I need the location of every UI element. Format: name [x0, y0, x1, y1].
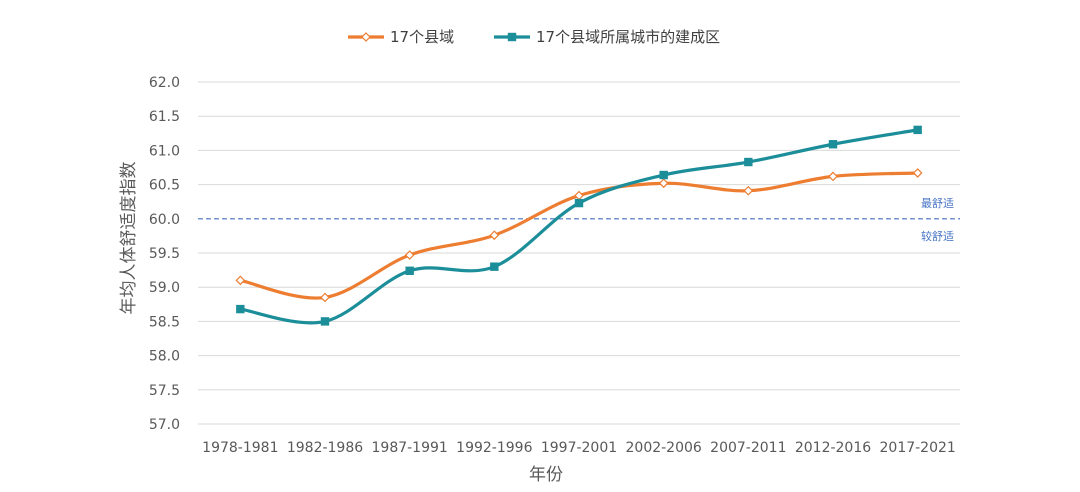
reference-label-above: 最舒适 — [921, 196, 954, 210]
data-point-marker — [320, 292, 330, 303]
y-tick-label: 60.0 — [149, 212, 180, 228]
data-point-marker — [490, 262, 499, 271]
y-axis-ticks: 57.0 57.5 58.0 58.5 59.0 59.5 60.0 60.5 61.0 61.5… — [149, 75, 180, 433]
y-tick-label: 61.0 — [149, 143, 180, 159]
data-point-marker — [235, 275, 246, 286]
x-tick-label: 1987-1991 — [372, 440, 448, 456]
y-tick-label: 59.5 — [149, 246, 180, 262]
y-tick-label: 58.5 — [149, 314, 180, 330]
data-point-marker — [574, 198, 584, 208]
series-2 — [236, 125, 922, 326]
y-tick-label: 60.5 — [149, 178, 180, 194]
x-tick-label: 2002-2006 — [626, 440, 702, 456]
data-point-marker — [828, 140, 838, 149]
y-tick-label: 61.5 — [149, 109, 180, 125]
data-point-marker — [489, 230, 500, 241]
gridlines — [198, 81, 960, 425]
legend-item: 17个县域 — [348, 28, 454, 46]
x-axis-ticks: 1978-1981 1982-1986 1987-1991 1992-1996 1997… — [202, 440, 956, 456]
legend-marker — [361, 32, 371, 42]
y-axis-title: 年均人体舒适度指数 — [119, 162, 139, 315]
data-point-marker — [912, 168, 923, 178]
reference-label-below: 较舒适 — [921, 229, 954, 243]
legend-item: 17个县域所属城市的建成区 — [494, 28, 720, 46]
data-point-marker — [744, 157, 753, 167]
x-tick-label: 1978-1981 — [202, 440, 278, 456]
x-tick-label: 2017-2021 — [880, 440, 956, 456]
data-point-marker — [405, 266, 414, 275]
x-tick-label: 2012-2016 — [795, 440, 871, 456]
data-point-marker — [659, 170, 668, 180]
legend-marker — [507, 32, 517, 42]
y-tick-label: 58.0 — [149, 349, 180, 365]
data-point-marker — [236, 304, 245, 314]
x-tick-label: 1992-1996 — [456, 440, 532, 456]
data-point-marker — [828, 171, 838, 182]
x-tick-label: 2007-2011 — [710, 440, 786, 456]
legend-label: 17个县域所属城市的建成区 — [536, 28, 720, 46]
x-tick-label: 1982-1986 — [287, 440, 363, 456]
data-point-marker — [404, 250, 415, 260]
y-tick-label: 59.0 — [149, 280, 180, 296]
x-axis-title: 年份 — [529, 465, 563, 485]
data-point-marker — [320, 317, 330, 326]
data-point-marker — [574, 190, 584, 201]
legend-label: 17个县域 — [390, 28, 454, 46]
series-1 — [235, 168, 923, 303]
y-tick-label: 57.0 — [149, 417, 180, 433]
data-point-marker — [658, 178, 669, 189]
data-point-marker — [743, 185, 754, 196]
x-tick-label: 1997-2001 — [541, 440, 617, 456]
data-point-marker — [913, 125, 922, 135]
y-tick-label: 57.5 — [149, 383, 180, 399]
y-tick-label: 62.0 — [149, 75, 180, 91]
legend: 17个县域 17个县域所属城市的建成区 — [348, 28, 720, 46]
series-group — [235, 125, 923, 326]
